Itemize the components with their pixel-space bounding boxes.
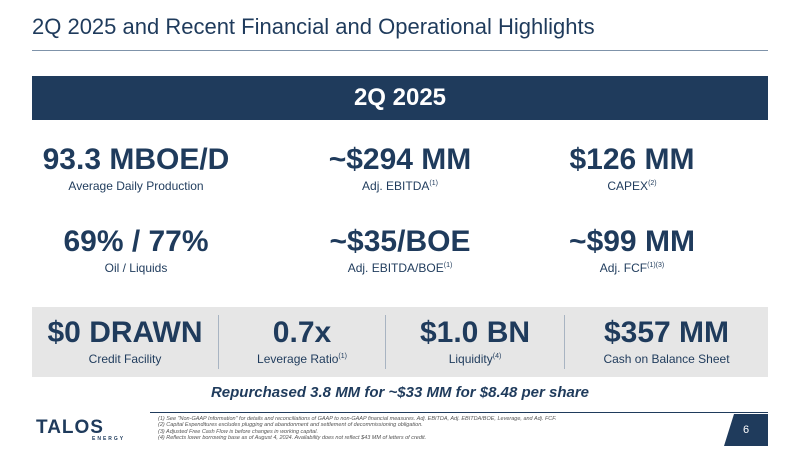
logo-wordmark: TALOS xyxy=(36,417,104,438)
strip-divider xyxy=(218,315,219,369)
logo-subtext: ENERGY xyxy=(92,436,126,442)
metric-adj-ebitda: ~$294 MM Adj. EBITDA(1) xyxy=(280,143,520,193)
strip-credit-facility: $0 DRAWN Credit Facility xyxy=(32,307,218,377)
strip-label: Liquidity(4) xyxy=(448,352,502,366)
footnote: (4) Reflects lower borrowing base as of … xyxy=(158,435,427,442)
metric-value: $126 MM xyxy=(569,143,695,176)
strip-label: Cash on Balance Sheet xyxy=(603,352,730,366)
metric-production: 93.3 MBOE/D Average Daily Production xyxy=(16,143,256,193)
metric-value: ~$99 MM xyxy=(569,225,695,258)
repurchase-note: Repurchased 3.8 MM for ~$33 MM for $8.48… xyxy=(210,384,590,401)
strip-label: Leverage Ratio(1) xyxy=(257,352,347,366)
strip-cash: $357 MM Cash on Balance Sheet xyxy=(565,307,768,377)
period-banner-label: 2Q 2025 xyxy=(353,84,447,111)
metric-label: CAPEX(2) xyxy=(607,179,657,193)
footnotes: (1) See "Non-GAAP Information" for detai… xyxy=(158,416,718,442)
strip-value: $1.0 BN xyxy=(419,316,531,349)
metric-value: ~$35/BOE xyxy=(329,225,471,258)
metric-value: ~$294 MM xyxy=(328,143,472,176)
footnote: (3) Adjusted Free Cash Flow is before ch… xyxy=(158,428,318,435)
page-title: 2Q 2025 and Recent Financial and Operati… xyxy=(32,14,595,39)
balance-sheet-strip: $0 DRAWN Credit Facility 0.7x Leverage R… xyxy=(32,307,768,377)
metric-label: Adj. FCF(1)(3) xyxy=(599,261,665,275)
metric-value: 69% / 77% xyxy=(63,225,209,258)
strip-value: $357 MM xyxy=(603,316,730,349)
metric-label: Adj. EBITDA/BOE(1) xyxy=(347,261,453,275)
footer-divider xyxy=(150,412,768,413)
strip-liquidity: $1.0 BN Liquidity(4) xyxy=(386,307,564,377)
page-number: 6 xyxy=(724,414,768,446)
talos-logo: TALOS ENERGY xyxy=(36,418,126,444)
strip-value: $0 DRAWN xyxy=(47,316,203,349)
metric-label: Adj. EBITDA(1) xyxy=(362,179,438,193)
footnote: (1) See "Non-GAAP Information" for detai… xyxy=(158,416,557,422)
footnote: (2) Capital Expenditures excludes pluggi… xyxy=(158,422,423,429)
metric-capex: $126 MM CAPEX(2) xyxy=(512,143,752,193)
strip-leverage: 0.7x Leverage Ratio(1) xyxy=(219,307,385,377)
strip-label: Credit Facility xyxy=(88,352,162,366)
metric-label: Average Daily Production xyxy=(68,179,204,193)
strip-value: 0.7x xyxy=(272,316,332,349)
metric-label: Oil / Liquids xyxy=(104,261,168,275)
strip-divider xyxy=(385,315,386,369)
strip-divider xyxy=(564,315,565,369)
metric-adj-fcf: ~$99 MM Adj. FCF(1)(3) xyxy=(512,225,752,275)
metric-value: 93.3 MBOE/D xyxy=(42,143,230,176)
period-banner: 2Q 2025 xyxy=(32,76,768,120)
metric-adj-ebitda-boe: ~$35/BOE Adj. EBITDA/BOE(1) xyxy=(280,225,520,275)
title-divider xyxy=(32,50,768,51)
metric-oil-liquids: 69% / 77% Oil / Liquids xyxy=(16,225,256,275)
